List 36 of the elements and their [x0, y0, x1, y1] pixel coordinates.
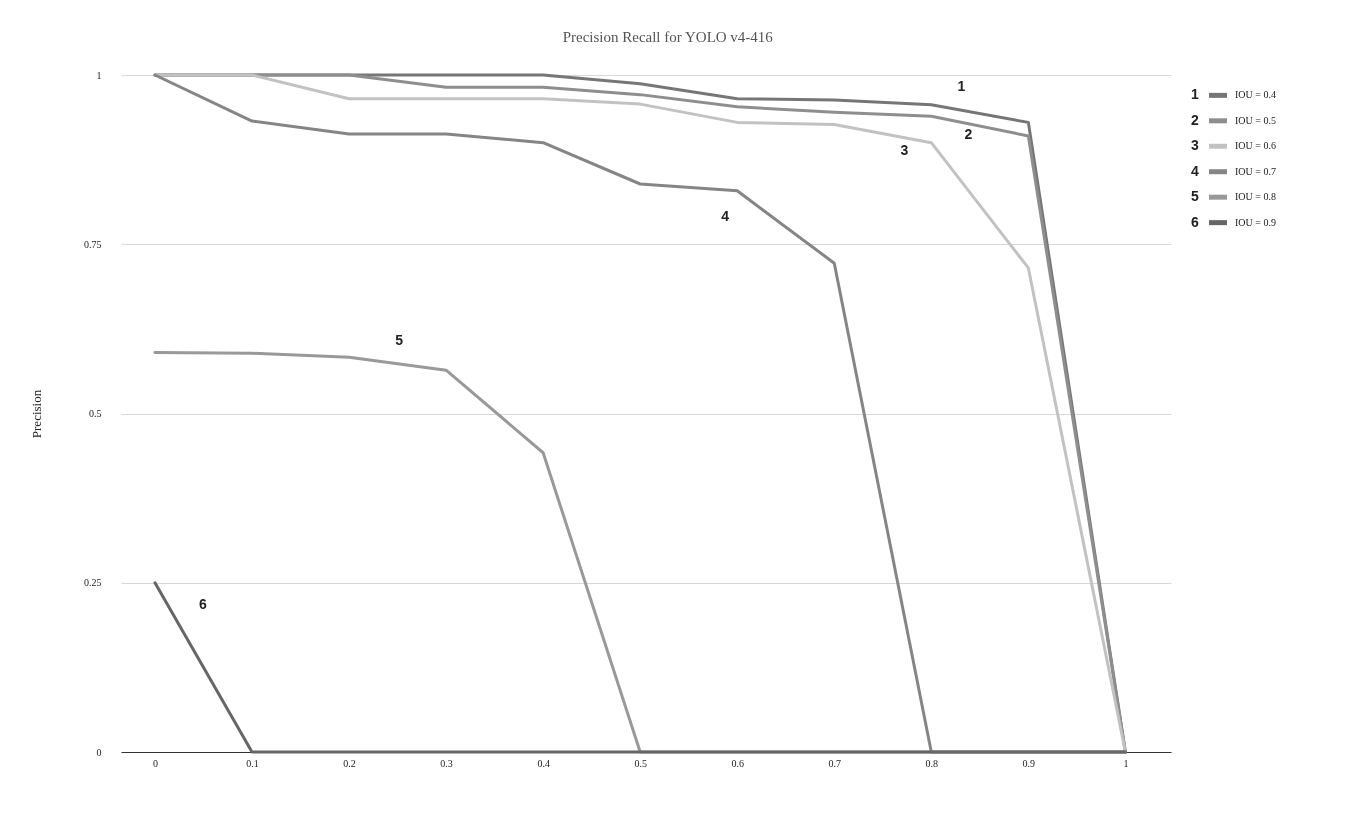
- legend-label: IOU = 0.4: [1235, 89, 1276, 101]
- x-tick-label: 0: [152, 757, 158, 769]
- legend-label: IOU = 0.6: [1235, 140, 1276, 152]
- x-tick-label: 0.1: [246, 757, 259, 769]
- text: 6: [1191, 213, 1200, 230]
- text: 4: [1191, 162, 1200, 179]
- annotation: 1: [957, 77, 966, 94]
- annotation: 5: [395, 332, 404, 349]
- x-tick-label: 0.9: [1022, 757, 1036, 769]
- x-tick-label: 0.3: [440, 757, 453, 769]
- x-tick-label: 0.8: [925, 757, 939, 769]
- legend-label: IOU = 0.8: [1235, 191, 1276, 203]
- x-tick-label: 0.5: [634, 757, 647, 769]
- y-axis-title: Precision: [29, 389, 44, 439]
- annotation: 4: [721, 207, 730, 224]
- y-tick-label: 1: [96, 69, 102, 81]
- chart-title: Precision Recall for YOLO v4-416: [562, 29, 774, 45]
- x-tick-label: 0.7: [828, 757, 842, 769]
- text: 5: [1191, 188, 1200, 205]
- legend-label: IOU = 0.5: [1235, 114, 1276, 126]
- x-tick-label: 1: [1123, 757, 1129, 769]
- legend-label: IOU = 0.7: [1235, 165, 1276, 177]
- annotation: 6: [199, 595, 208, 612]
- y-tick-label: 0.25: [84, 577, 102, 589]
- y-tick-label: 0.5: [89, 408, 102, 419]
- legend-label: IOU = 0.9: [1235, 216, 1276, 228]
- annotation: 3: [900, 141, 909, 158]
- text: 1: [1191, 86, 1200, 103]
- y-tick-label: 0: [96, 746, 102, 758]
- x-tick-label: 0.2: [343, 757, 356, 769]
- annotation: 2: [964, 126, 973, 143]
- text: 2: [1191, 111, 1200, 128]
- x-tick-label: 0.4: [537, 757, 550, 769]
- x-tick-label: 0.6: [731, 757, 744, 769]
- text: 3: [1191, 137, 1200, 154]
- y-tick-label: 0.75: [84, 238, 102, 250]
